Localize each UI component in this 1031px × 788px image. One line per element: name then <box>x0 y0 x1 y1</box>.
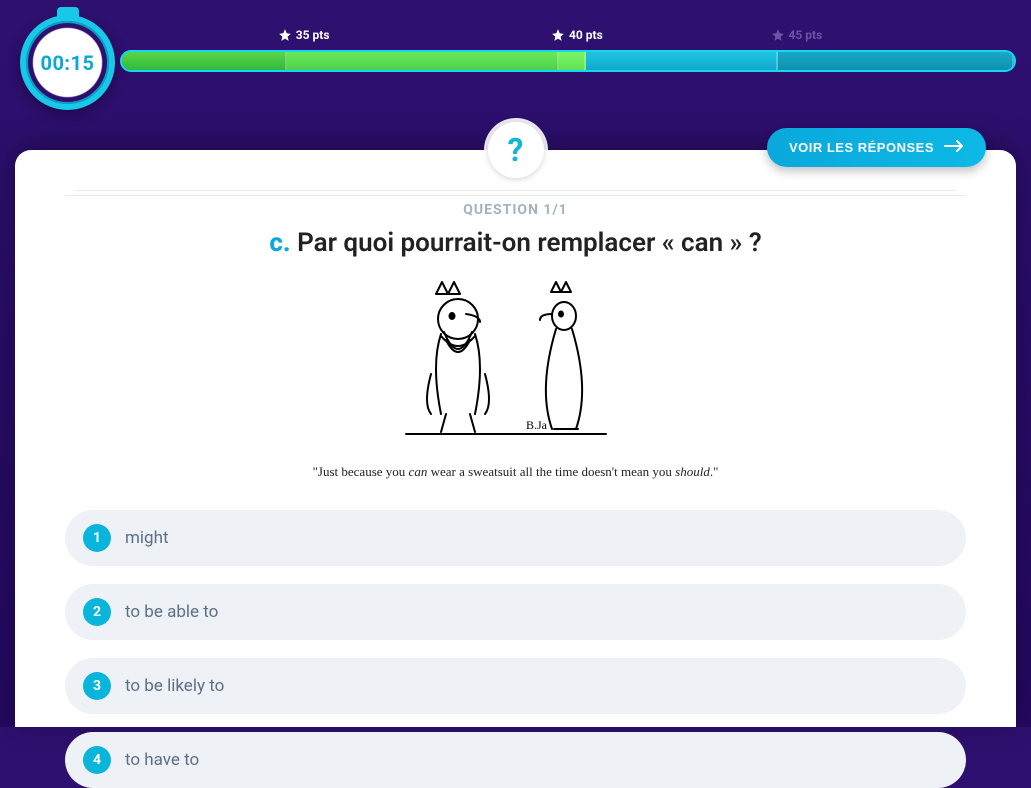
view-answers-button[interactable]: VOIR LES RÉPONSES <box>767 128 986 167</box>
answer-text: to have to <box>125 750 199 770</box>
answer-text: might <box>125 528 169 548</box>
arrow-right-icon <box>944 140 964 155</box>
answer-option[interactable]: 4 to have to <box>65 732 966 788</box>
caption-italic: can <box>409 464 428 479</box>
answer-option[interactable]: 1 might <box>65 510 966 566</box>
question-card: ? VOIR LES RÉPONSES QUESTION 1/1 c. Par … <box>15 150 1016 727</box>
marker-label: 40 pts <box>569 28 603 42</box>
question-mark-badge: ? <box>488 122 544 178</box>
view-answers-label: VOIR LES RÉPONSES <box>789 140 934 155</box>
caption-part: ." <box>710 464 719 479</box>
question-counter: QUESTION 1/1 <box>65 195 966 218</box>
answer-number: 1 <box>83 524 111 552</box>
timer-knob <box>57 7 79 21</box>
question-image: B.Ja <box>366 274 666 454</box>
progress-marker: 40 pts <box>551 28 603 42</box>
progress-bar: 35 pts 40 pts 45 pts <box>120 28 1016 72</box>
progress-segment <box>122 52 287 70</box>
marker-label: 45 pts <box>789 28 823 42</box>
image-caption: "Just because you can wear a sweatsuit a… <box>65 464 966 480</box>
caption-part: "Just because you <box>313 464 409 479</box>
answer-option[interactable]: 3 to be likely to <box>65 658 966 714</box>
progress-segment <box>586 52 778 70</box>
progress-marker: 45 pts <box>771 28 823 42</box>
answer-text: to be likely to <box>125 676 224 696</box>
timer-display: 00:15 <box>40 51 94 75</box>
marker-label: 35 pts <box>296 28 330 42</box>
caption-italic: should <box>675 464 710 479</box>
progress-markers: 35 pts 40 pts 45 pts <box>120 28 1016 48</box>
timer-ring: 00:15 <box>20 15 115 110</box>
progress-segment <box>559 52 586 70</box>
progress-marker: 35 pts <box>278 28 330 42</box>
progress-track <box>120 50 1016 72</box>
question-prefix: c. <box>269 228 290 258</box>
answers-list: 1 might 2 to be able to 3 to be likely to 4 to … <box>65 510 966 788</box>
answer-number: 3 <box>83 672 111 700</box>
divider <box>75 190 956 191</box>
question-title: c. Par quoi pourrait-on remplacer « can … <box>65 228 966 258</box>
progress-segment <box>287 52 559 70</box>
answer-option[interactable]: 2 to be able to <box>65 584 966 640</box>
caption-part: wear a sweatsuit all the time doesn't me… <box>427 464 675 479</box>
svg-text:B.Ja: B.Ja <box>526 418 548 432</box>
timer: 00:15 <box>20 15 115 110</box>
progress-segment <box>778 52 1014 70</box>
answer-number: 4 <box>83 746 111 774</box>
question-text: Par quoi pourrait-on remplacer « can » ? <box>297 228 762 258</box>
answer-text: to be able to <box>125 602 218 622</box>
answer-number: 2 <box>83 598 111 626</box>
